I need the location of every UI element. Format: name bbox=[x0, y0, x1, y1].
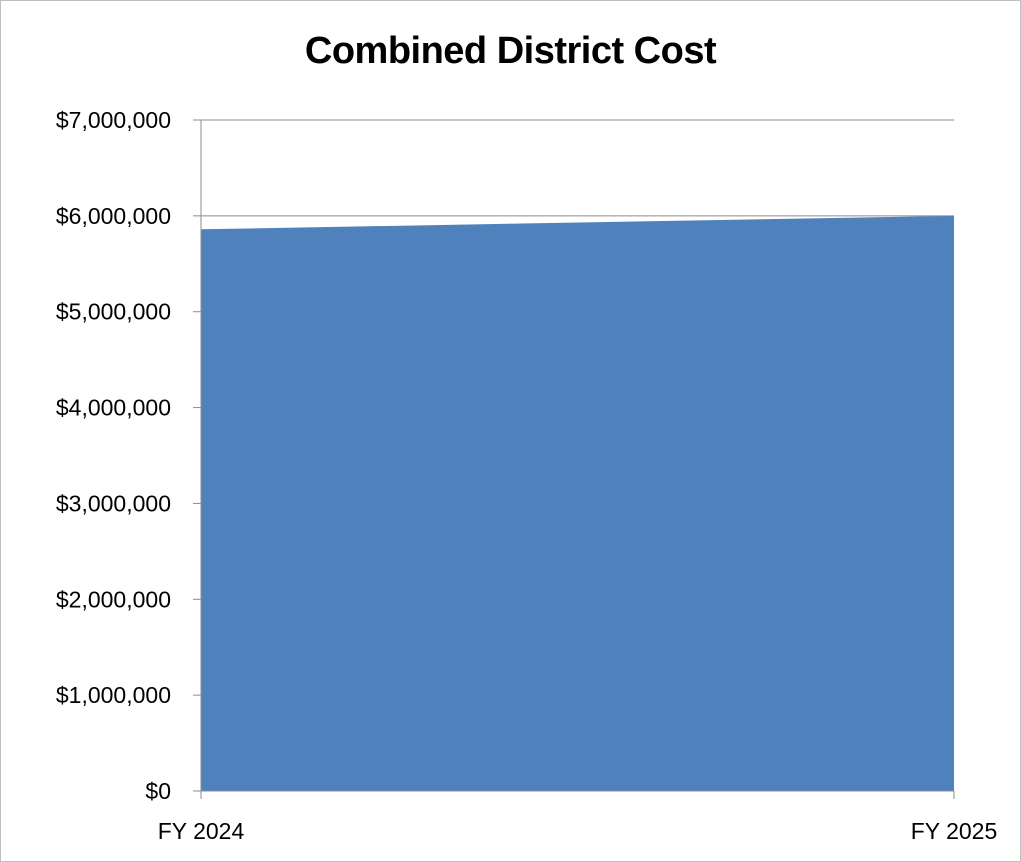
series-layer bbox=[200, 215, 955, 791]
axes bbox=[193, 119, 955, 799]
x-tick-label: FY 2025 bbox=[911, 818, 998, 844]
y-tick-label: $4,000,000 bbox=[56, 395, 171, 421]
y-tick-label: $3,000,000 bbox=[56, 490, 171, 516]
y-tick-label: $0 bbox=[145, 778, 171, 804]
x-tick-label: FY 2024 bbox=[158, 818, 245, 844]
area-series bbox=[201, 215, 954, 791]
y-tick-label: $6,000,000 bbox=[56, 203, 171, 229]
tick-labels: $0 $1,000,000 $2,000,000 $3,000,000 $4,000,0… bbox=[56, 107, 997, 844]
y-tick-label: $7,000,000 bbox=[56, 107, 171, 133]
y-tick-label: $5,000,000 bbox=[56, 299, 171, 325]
chart-title: Combined District Cost bbox=[304, 30, 717, 72]
y-tick-label: $1,000,000 bbox=[56, 682, 171, 708]
y-tick-label: $2,000,000 bbox=[56, 586, 171, 612]
